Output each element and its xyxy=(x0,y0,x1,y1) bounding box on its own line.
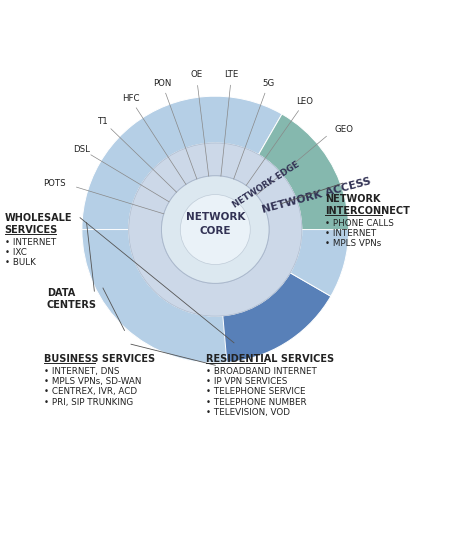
Text: HFC: HFC xyxy=(122,95,139,104)
Text: DATA
CENTERS: DATA CENTERS xyxy=(47,288,97,310)
Text: • INTERNET: • INTERNET xyxy=(5,238,56,247)
Text: OE: OE xyxy=(190,70,203,80)
Text: • INTERNET, DNS: • INTERNET, DNS xyxy=(44,367,120,376)
Text: • MPLS VPNs, SD-WAN: • MPLS VPNs, SD-WAN xyxy=(44,377,142,386)
Text: • BULK: • BULK xyxy=(5,258,36,267)
Text: PON: PON xyxy=(153,78,171,88)
Wedge shape xyxy=(82,230,227,363)
Text: • PHONE CALLS: • PHONE CALLS xyxy=(325,219,394,228)
Text: • PRI, SIP TRUNKING: • PRI, SIP TRUNKING xyxy=(44,398,133,406)
Text: RESIDENTIAL SERVICES: RESIDENTIAL SERVICES xyxy=(206,354,334,364)
Text: • CENTREX, IVR, ACD: • CENTREX, IVR, ACD xyxy=(44,387,138,396)
Wedge shape xyxy=(103,277,157,329)
Text: NETWORK
INTERCONNECT: NETWORK INTERCONNECT xyxy=(325,194,410,216)
Text: • TELEVISION, VOD: • TELEVISION, VOD xyxy=(206,408,290,417)
Text: NETWORK ACCESS: NETWORK ACCESS xyxy=(261,176,372,215)
Wedge shape xyxy=(82,96,282,269)
Text: T1: T1 xyxy=(98,117,109,126)
Wedge shape xyxy=(223,273,331,363)
Wedge shape xyxy=(290,230,349,296)
Text: BUSINESS SERVICES: BUSINESS SERVICES xyxy=(44,354,155,364)
Text: NETWORK
CORE: NETWORK CORE xyxy=(186,213,245,235)
Text: LEO: LEO xyxy=(296,97,313,106)
Text: GEO: GEO xyxy=(335,125,354,134)
Text: LTE: LTE xyxy=(224,70,239,79)
Text: 5G: 5G xyxy=(263,78,275,88)
Text: • IP VPN SERVICES: • IP VPN SERVICES xyxy=(206,377,287,386)
Wedge shape xyxy=(88,255,143,302)
Text: WHOLESALE
SERVICES: WHOLESALE SERVICES xyxy=(5,213,72,235)
Wedge shape xyxy=(129,143,302,316)
Circle shape xyxy=(161,176,269,284)
Text: • IXC: • IXC xyxy=(5,248,27,257)
Text: • TELEPHONE NUMBER: • TELEPHONE NUMBER xyxy=(206,398,307,406)
Circle shape xyxy=(180,194,250,264)
Text: • TELEPHONE SERVICE: • TELEPHONE SERVICE xyxy=(206,387,306,396)
Text: • BROADBAND INTERNET: • BROADBAND INTERNET xyxy=(206,367,317,376)
Text: • MPLS VPNs: • MPLS VPNs xyxy=(325,239,381,248)
Wedge shape xyxy=(126,273,331,363)
Text: NETWORK EDGE: NETWORK EDGE xyxy=(231,160,301,210)
Text: • INTERNET: • INTERNET xyxy=(325,229,377,238)
Wedge shape xyxy=(258,114,349,296)
Text: POTS: POTS xyxy=(44,179,66,189)
Text: DSL: DSL xyxy=(73,145,90,154)
